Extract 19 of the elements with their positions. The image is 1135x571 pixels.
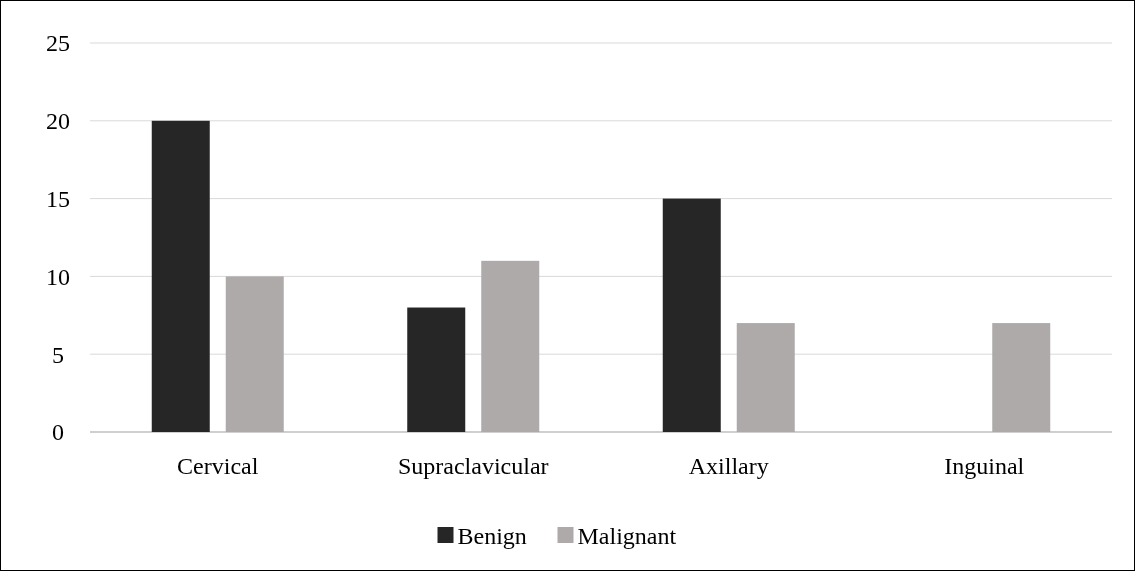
bar	[662, 198, 721, 432]
legend-label: Benign	[457, 523, 527, 550]
x-tick-label: Axillary	[688, 453, 769, 479]
y-tick-label: 15	[46, 186, 70, 212]
bar	[992, 323, 1051, 432]
bar	[736, 323, 795, 432]
bar	[481, 260, 540, 432]
y-tick-label: 10	[46, 263, 70, 290]
x-tick-label: Cervical	[177, 453, 259, 479]
bar	[407, 307, 466, 432]
x-tick-label: Inguinal	[944, 453, 1025, 479]
bar	[151, 120, 210, 432]
legend-label: Malignant	[577, 523, 677, 550]
bar	[225, 276, 284, 432]
y-tick-label: 20	[46, 108, 70, 135]
y-tick-label: 0	[52, 419, 64, 446]
y-tick-label: 25	[46, 30, 70, 57]
x-tick-label: Supraclavicular	[397, 453, 549, 479]
y-tick-label: 5	[52, 341, 64, 368]
